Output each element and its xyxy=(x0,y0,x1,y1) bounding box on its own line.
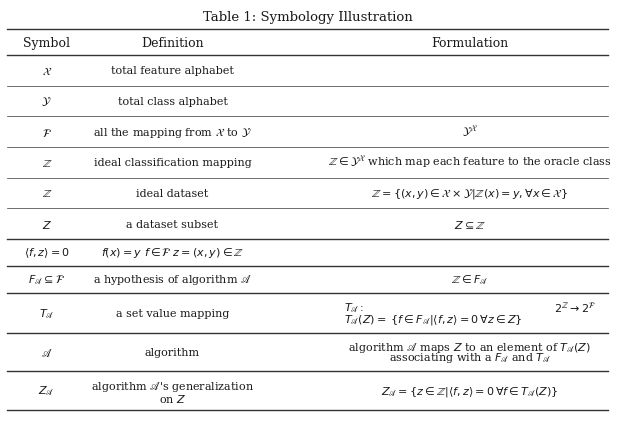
Text: $\mathbb{Z} \in F_{\mathscr{A}}$: $\mathbb{Z} \in F_{\mathscr{A}}$ xyxy=(451,273,488,286)
Text: $Z \subseteq \mathbb{Z}$: $Z \subseteq \mathbb{Z}$ xyxy=(454,218,486,230)
Text: $Z_{\mathscr{A}} = \{z \in \mathbb{Z}|\langle f,z\rangle = 0\,\forall f \in T_{\: $Z_{\mathscr{A}} = \{z \in \mathbb{Z}|\l… xyxy=(381,383,559,398)
Text: ideal classification mapping: ideal classification mapping xyxy=(93,158,252,168)
Text: $T_{\mathscr{A}}:$: $T_{\mathscr{A}}:$ xyxy=(344,300,365,314)
Text: $\mathbb{Z} = \{(x,y) \in \mathcal{X} \times \mathcal{Y}|\mathbb{Z}(x) = y, \for: $\mathbb{Z} = \{(x,y) \in \mathcal{X} \t… xyxy=(371,186,568,201)
Text: a dataset subset: a dataset subset xyxy=(127,219,218,229)
Text: $T_{\mathscr{A}}$: $T_{\mathscr{A}}$ xyxy=(39,306,54,320)
Text: $\langle f, z\rangle = 0$: $\langle f, z\rangle = 0$ xyxy=(24,246,70,259)
Text: total class alphabet: total class alphabet xyxy=(118,97,227,107)
Text: algorithm $\mathscr{A}$'s generalization: algorithm $\mathscr{A}$'s generalization xyxy=(91,379,254,393)
Text: $f(x) = y\ f \in \mathcal{F}\ z = (x,y) \in \mathbb{Z}$: $f(x) = y\ f \in \mathcal{F}\ z = (x,y) … xyxy=(101,246,244,260)
Text: $2^{\mathbb{Z}} \to 2^{\mathcal{F}}$: $2^{\mathbb{Z}} \to 2^{\mathcal{F}}$ xyxy=(554,300,596,314)
Text: $F_{\mathscr{A}} \subseteq \mathcal{F}$: $F_{\mathscr{A}} \subseteq \mathcal{F}$ xyxy=(28,273,65,286)
Text: $\mathcal{F}$: $\mathcal{F}$ xyxy=(42,127,52,138)
Text: a hypothesis of algorithm $\mathscr{A}$: a hypothesis of algorithm $\mathscr{A}$ xyxy=(93,273,252,286)
Text: $\mathbb{Z}$: $\mathbb{Z}$ xyxy=(42,158,52,168)
Text: $\mathcal{X}$: $\mathcal{X}$ xyxy=(42,66,52,77)
Text: ideal dataset: ideal dataset xyxy=(136,188,209,199)
Text: $\mathcal{Y}$: $\mathcal{Y}$ xyxy=(42,95,52,108)
Text: $\mathscr{A}$: $\mathscr{A}$ xyxy=(41,346,52,358)
Text: Formulation: Formulation xyxy=(431,37,509,50)
Text: algorithm: algorithm xyxy=(145,347,200,357)
Text: all the mapping from $\mathcal{X}$ to $\mathcal{Y}$: all the mapping from $\mathcal{X}$ to $\… xyxy=(93,125,252,139)
Text: Symbol: Symbol xyxy=(23,37,70,50)
Text: Table 1: Symbology Illustration: Table 1: Symbology Illustration xyxy=(202,12,412,24)
Text: associating with a $F_{\mathscr{A}}$ and $T_{\mathscr{A}}$: associating with a $F_{\mathscr{A}}$ and… xyxy=(389,351,551,365)
Text: on $Z$: on $Z$ xyxy=(159,393,186,405)
Text: $T_{\mathscr{A}}(Z) = \;\{f \in F_{\mathscr{A}}|\langle f,z\rangle = 0\,\forall : $T_{\mathscr{A}}(Z) = \;\{f \in F_{\math… xyxy=(344,311,523,326)
Text: $\mathcal{Y}^{\mathcal{X}}$: $\mathcal{Y}^{\mathcal{X}}$ xyxy=(462,125,478,140)
Text: $Z$: $Z$ xyxy=(42,218,52,230)
Text: a set value mapping: a set value mapping xyxy=(116,308,229,318)
Text: $\mathbb{Z}$: $\mathbb{Z}$ xyxy=(42,188,52,199)
Text: $\mathbb{Z} \in \mathcal{Y}^{\mathcal{X}}$ which map each feature to the oracle : $\mathbb{Z} \in \mathcal{Y}^{\mathcal{X}… xyxy=(328,155,612,171)
Text: algorithm $\mathscr{A}$ maps $Z$ to an element of $T_{\mathscr{A}}(Z)$: algorithm $\mathscr{A}$ maps $Z$ to an e… xyxy=(348,340,591,354)
Text: Definition: Definition xyxy=(141,37,204,50)
Text: total feature alphabet: total feature alphabet xyxy=(111,66,234,76)
Text: $Z_{\mathscr{A}}$: $Z_{\mathscr{A}}$ xyxy=(38,383,55,397)
